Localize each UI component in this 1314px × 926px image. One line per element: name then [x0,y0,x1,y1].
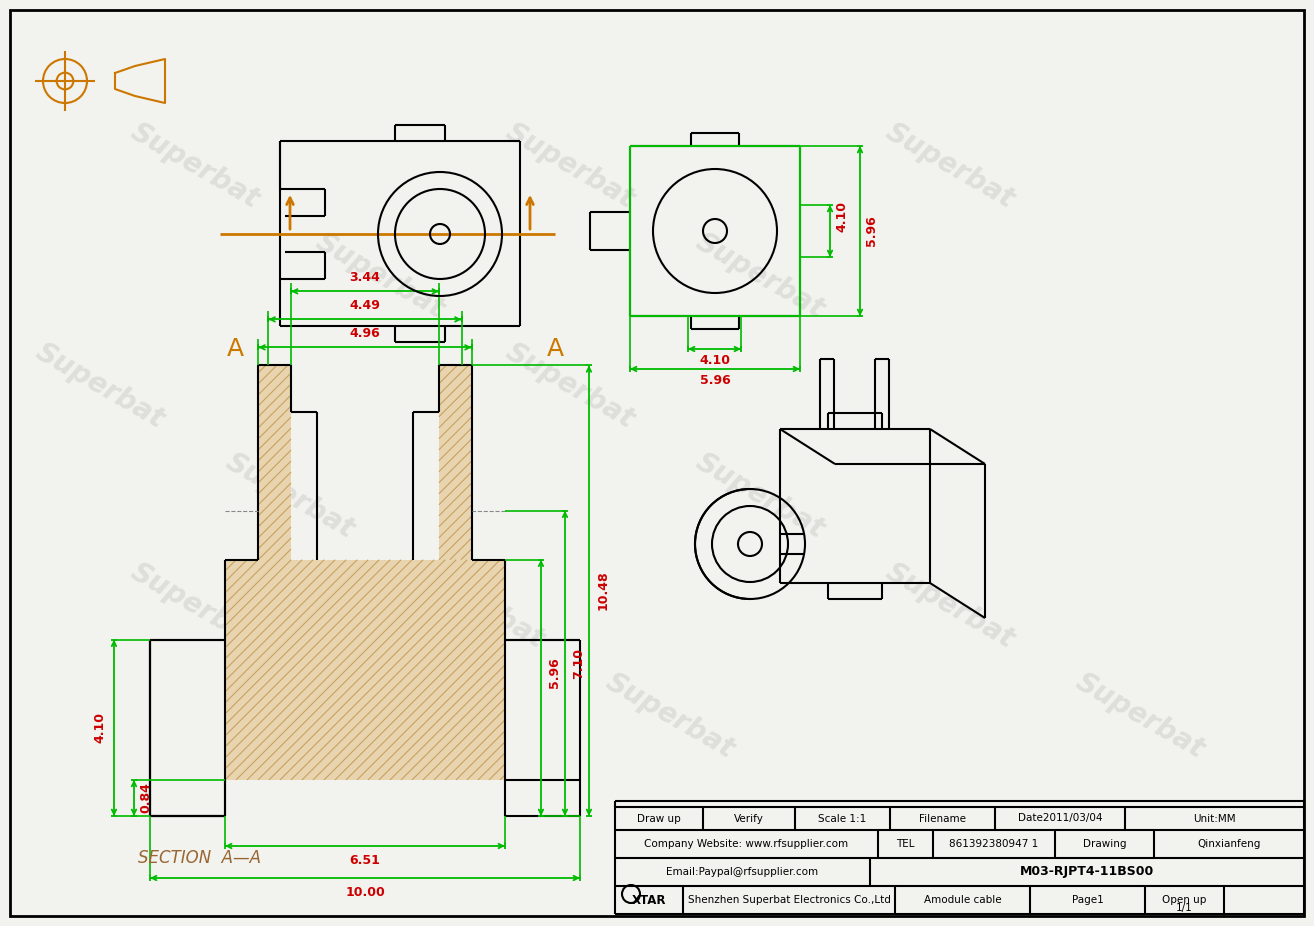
Text: 4.96: 4.96 [350,327,380,340]
Text: TEL: TEL [896,839,915,849]
Polygon shape [225,366,505,780]
Text: 10.00: 10.00 [346,885,385,898]
Text: Superbat: Superbat [310,668,449,764]
Text: 4.10: 4.10 [699,355,731,368]
Text: Superbat: Superbat [880,118,1020,214]
Text: Amodule cable: Amodule cable [924,895,1001,905]
Text: 5.96: 5.96 [548,657,561,688]
Text: 7.10: 7.10 [573,648,586,679]
Text: Unit:MM: Unit:MM [1193,814,1235,823]
Text: 861392380947 1: 861392380947 1 [950,839,1038,849]
Text: Draw up: Draw up [637,814,681,823]
Text: 4.10: 4.10 [93,712,106,744]
Text: Superbat: Superbat [126,118,264,214]
Text: 5.96: 5.96 [699,374,731,387]
Text: 10.48: 10.48 [597,570,610,610]
Text: Superbat: Superbat [501,338,640,434]
Text: 1/1: 1/1 [1176,903,1193,913]
Text: Email:Paypal@rfsupplier.com: Email:Paypal@rfsupplier.com [666,867,819,877]
Text: 4.10: 4.10 [836,201,849,232]
Text: M03-RJPT4-11BS00: M03-RJPT4-11BS00 [1020,866,1154,879]
Text: Superbat: Superbat [221,448,359,544]
Text: Filename: Filename [918,814,966,823]
Text: Drawing: Drawing [1083,839,1126,849]
Text: Superbat: Superbat [501,118,640,214]
Text: Superbat: Superbat [30,338,170,434]
Text: Shenzhen Superbat Electronics Co.,Ltd: Shenzhen Superbat Electronics Co.,Ltd [687,895,891,905]
Text: XTAR: XTAR [632,894,666,907]
Text: A: A [547,337,564,361]
Text: Page1: Page1 [1072,895,1104,905]
Text: 5.96: 5.96 [866,216,879,246]
Text: Superbat: Superbat [1071,668,1209,764]
Text: Superbat: Superbat [691,448,829,544]
Text: A: A [226,337,243,361]
Text: Verify: Verify [735,814,763,823]
Text: Scale 1:1: Scale 1:1 [819,814,867,823]
Text: Superbat: Superbat [411,557,549,654]
Text: SECTION  A—A: SECTION A—A [138,849,261,867]
Text: Open up: Open up [1163,895,1206,905]
Text: Date2011/03/04: Date2011/03/04 [1018,814,1102,823]
Text: 3.44: 3.44 [350,271,381,284]
Text: Superbat: Superbat [126,557,264,654]
Text: Superbat: Superbat [691,228,829,324]
Text: 6.51: 6.51 [350,854,381,867]
Text: Superbat: Superbat [310,228,449,324]
Text: Superbat: Superbat [600,668,740,764]
Text: 4.49: 4.49 [350,299,381,312]
Text: Company Website: www.rfsupplier.com: Company Website: www.rfsupplier.com [644,839,849,849]
Text: Superbat: Superbat [880,557,1020,654]
Text: Qinxianfeng: Qinxianfeng [1197,839,1260,849]
Text: 0.84: 0.84 [139,782,152,813]
